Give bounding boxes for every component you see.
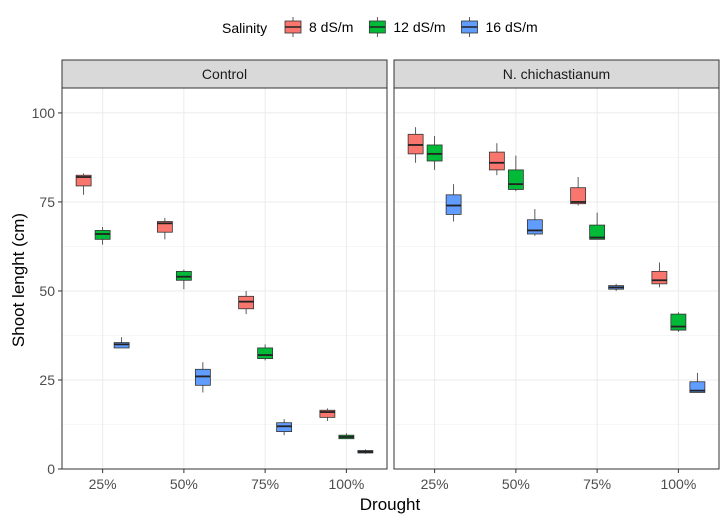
box xyxy=(338,433,355,440)
box xyxy=(238,290,255,315)
facet-panel: N. chichastianum xyxy=(393,59,720,470)
legend-label: 16 dS/m xyxy=(486,19,538,35)
box xyxy=(589,212,606,240)
box-rect xyxy=(75,174,92,187)
box-rect xyxy=(651,270,668,285)
box xyxy=(276,419,293,436)
panel-background xyxy=(62,88,387,469)
box xyxy=(608,283,625,291)
facet-panel: Control xyxy=(61,59,388,470)
legend-entry: 8 dS/m xyxy=(284,17,353,37)
box-rect xyxy=(589,224,606,240)
box xyxy=(257,344,274,361)
x-tick-label: 25% xyxy=(89,476,117,492)
x-tick-label: 50% xyxy=(502,476,530,492)
panel-border xyxy=(61,87,388,470)
legend-entry: 16 dS/m xyxy=(461,17,538,37)
x-tick-label: 100% xyxy=(660,476,696,492)
box xyxy=(689,372,706,393)
y-axis-title: Shoot lenght (cm) xyxy=(9,213,28,347)
facet-strip-label: N. chichastianum xyxy=(503,66,610,82)
y-tick-label: 0 xyxy=(47,461,55,477)
legend-label: 12 dS/m xyxy=(393,19,445,35)
facet-panels: Control N. chichastianum xyxy=(61,59,720,470)
panel-border xyxy=(393,87,720,470)
legend-title: Salinity xyxy=(222,20,267,36)
box xyxy=(570,177,587,206)
box-rect xyxy=(670,313,687,331)
box xyxy=(526,209,543,236)
box xyxy=(670,312,687,332)
box-rect xyxy=(488,151,505,171)
box xyxy=(194,362,211,393)
y-tick-label: 25 xyxy=(39,372,55,388)
box-rect xyxy=(570,187,587,205)
x-tick-label: 75% xyxy=(251,476,279,492)
y-tick-label: 75 xyxy=(39,194,55,210)
y-axis: 0 25 50 75 100 xyxy=(32,105,62,477)
box xyxy=(75,173,92,195)
box xyxy=(319,408,336,421)
box-rect xyxy=(507,169,524,190)
y-tick-label: 50 xyxy=(39,283,55,299)
x-axis: 25% 50% 75% 100% 25% 50% 75% 100% xyxy=(89,469,696,492)
panel-background xyxy=(394,88,719,469)
facet-strip-label: Control xyxy=(202,66,247,82)
box xyxy=(156,217,173,240)
box xyxy=(507,155,524,192)
box-rect xyxy=(257,347,274,360)
box xyxy=(113,337,130,349)
legend: Salinity 8 dS/m 12 dS/m 16 dS/m xyxy=(222,17,538,37)
x-tick-label: 25% xyxy=(421,476,449,492)
box-rect xyxy=(526,219,543,235)
x-tick-label: 75% xyxy=(583,476,611,492)
x-axis-title: Drought xyxy=(360,495,421,514)
box xyxy=(175,269,192,290)
box-rect xyxy=(319,409,336,418)
legend-entry: 12 dS/m xyxy=(368,17,446,37)
x-tick-label: 50% xyxy=(170,476,198,492)
box xyxy=(488,143,505,176)
box xyxy=(651,262,668,288)
box xyxy=(407,127,424,163)
box-rect xyxy=(689,381,706,393)
x-tick-label: 100% xyxy=(328,476,364,492)
box xyxy=(445,184,462,222)
box xyxy=(357,449,374,454)
box xyxy=(426,136,443,170)
box-rect xyxy=(156,221,173,233)
legend-label: 8 dS/m xyxy=(309,19,353,35)
box xyxy=(94,226,111,245)
y-tick-label: 100 xyxy=(32,105,56,121)
